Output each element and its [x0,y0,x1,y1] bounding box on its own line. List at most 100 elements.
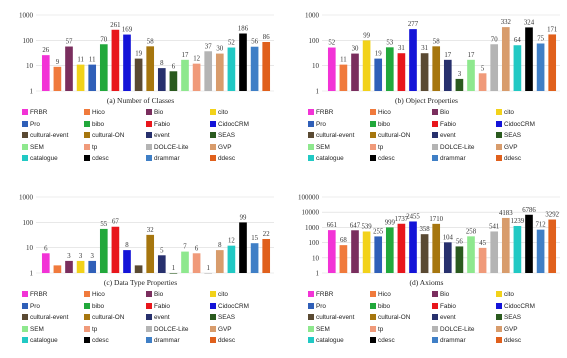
legend-item-seas: SEAS [210,314,235,321]
legend-swatch [210,302,216,309]
bar-tp [192,63,201,91]
bar-event [157,255,166,273]
bar-sem [181,59,189,91]
bar-cdesc [239,222,247,273]
legend-swatch [432,302,438,309]
bar-bio [351,53,359,91]
data-label-sem: 17 [468,52,475,59]
legend-item-hico: Hico [370,291,391,298]
legend-label: catalogue [30,337,58,344]
chart-object-properties: 1 10 100 1000 52 11 30 99 19 53 31 277 31 58 17 3 17 5 70 3… [305,12,560,96]
legend-label: tp [92,325,98,333]
bar-catalogue [227,245,236,273]
data-label-hico: 11 [340,57,347,64]
legend-label: ddesc [218,337,236,344]
legend-label: tp [378,325,384,333]
data-label-seas: 6 [172,63,176,70]
bar-gvp [215,53,224,91]
legend-swatch [146,143,152,150]
bar-frbr [41,55,50,91]
legend-item-pro: Pro [22,302,40,310]
legend-swatch [370,325,376,332]
legend-label: bibo [92,120,105,128]
legend-swatch [496,120,502,127]
legend-item-catalogue: catalogue [22,155,58,162]
bar-cultural-event [134,265,143,273]
legend-item-frbr: FRBR [22,291,47,298]
bar-seas [169,273,178,274]
chart-caption-classes: (a) Number of Classes [106,96,175,105]
legend-item-bibo: bibo [370,302,390,310]
y-tick-label: 1 [316,88,320,96]
legend-label: tp [378,143,384,151]
legend-swatch [84,291,90,297]
data-label-dolce-lite: 70 [491,36,498,43]
legend-item-bio: Bio [146,291,163,298]
legend-label: DOLCE-Lite [154,143,189,151]
legend-label: FRBR [30,109,48,116]
bar-cultural-on [146,46,155,91]
legend-swatch [496,291,502,297]
data-label-bibo: 70 [100,36,107,43]
bar-fabio [397,223,406,273]
bar-bibo [99,44,108,91]
bar-cdesc [239,33,247,91]
data-label-gvp: 8 [218,242,222,249]
legend-item-tp: tp [84,325,98,333]
legend-label: CidocCRM [504,120,535,128]
data-label-hico: 68 [340,237,347,244]
bar-cultural-event [420,234,429,273]
chart-panel-axioms: 1 10 100 1000 10000 100000 661 68 647 539 255 999 17… [288,185,565,355]
legend-item-cdesc: cdesc [84,155,109,162]
legend-label: Bio [440,291,450,298]
data-label-drammar: 15 [251,235,258,242]
legend-label: GVP [504,143,518,151]
data-label-catalogue: 52 [228,40,235,47]
bar-cultural-on [432,46,441,91]
legend-item-pro: Pro [308,120,326,128]
bar-ddesc [548,219,557,273]
bar-bio [351,230,359,273]
data-label-cultural-on: 58 [147,38,154,45]
y-tick-label: 1000 [19,194,34,202]
y-tick-label: 10 [312,62,320,70]
data-label-cdesc: 6786 [522,207,536,214]
chart-caption-object-properties: (b) Object Properties [395,96,458,105]
legend-item-seas: SEAS [496,132,521,139]
bar-hico [339,245,348,273]
bar-dolce-lite [490,44,499,91]
legend-label: cito [504,291,514,298]
data-label-frbr: 661 [327,222,337,229]
bar-drammar [536,229,545,273]
bar-ddesc [262,41,271,91]
legend-swatch [84,120,90,127]
legend-label: FRBR [316,291,334,298]
legend-item-event: event [432,132,456,139]
legend-item-bio: Bio [432,109,449,116]
data-label-tp: 12 [193,56,200,63]
legend-label: cultural-ON [92,132,125,139]
legend-item-tp: tp [370,325,384,333]
legend-item-sem: SEM [308,143,330,151]
y-tick-label: 10000 [302,209,320,217]
legend-swatch [308,314,314,320]
legend-label: Hico [92,109,105,116]
y-tick-label: 100 [23,37,34,45]
legend-label: GVP [218,325,232,333]
legend-label: cito [218,109,228,116]
legend-label: event [440,314,456,321]
bar-dolce-lite [204,51,213,91]
legend-item-event: event [432,314,456,321]
bar-hico [339,64,348,91]
legend-label: event [440,132,456,139]
legend-swatch [84,143,90,150]
legend-swatch [432,155,438,161]
bar-ddesc [548,34,557,91]
y-tick-label: 1 [30,270,34,278]
legend-item-cito: cito [210,291,228,298]
y-tick-label: 10 [26,62,34,70]
bar-cidoccrm [409,221,417,273]
legend-swatch [146,337,152,343]
legend-label: SEM [316,143,330,151]
chart-panel-object-properties: 1 10 100 1000 52 11 30 99 19 53 31 277 31 58 17 3 17 5 70 3… [288,3,565,173]
